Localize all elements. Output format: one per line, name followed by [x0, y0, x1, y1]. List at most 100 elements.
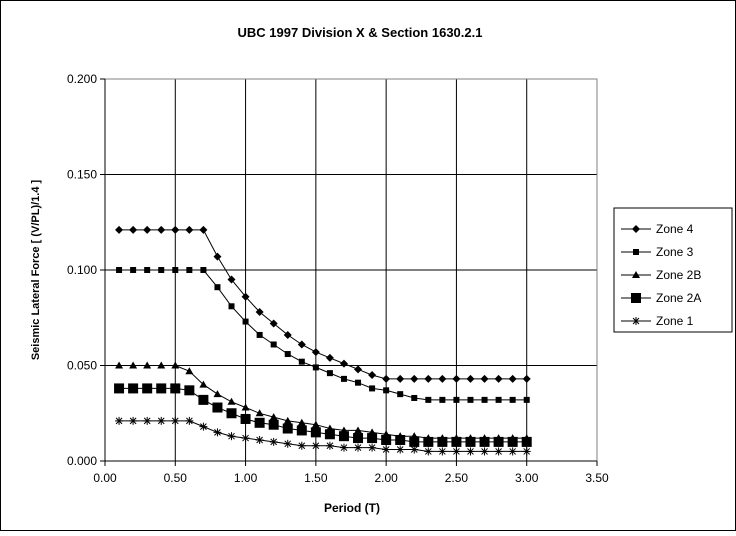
y-tick-label: 0.150 — [67, 168, 97, 182]
data-point-zone-1 — [522, 447, 531, 456]
data-point-zone-2a — [156, 383, 167, 394]
data-point-zone-3 — [369, 385, 376, 392]
data-point-zone-1 — [354, 443, 363, 452]
x-tick-label: 3.00 — [515, 471, 539, 485]
chart-title: UBC 1997 Division X & Section 1630.2.1 — [238, 25, 483, 40]
axis-layer: 0.00 0.50 1.00 1.50 2.00 2.50 3.00 3.50 0.000 0.0… — [67, 72, 609, 485]
data-point-zone-4 — [185, 225, 194, 234]
data-point-zone-1 — [311, 441, 320, 450]
data-point-zone-3 — [495, 396, 502, 403]
data-point-zone-2a — [254, 417, 265, 428]
data-point-zone-1 — [508, 447, 517, 456]
legend-entry-zone-3: Zone 3 — [621, 245, 694, 259]
data-point-zone-3 — [116, 267, 123, 273]
data-point-zone-3 — [298, 358, 305, 365]
data-point-zone-2a — [212, 402, 223, 413]
data-point-zone-2b — [199, 380, 208, 388]
y-tick-label: 0.050 — [67, 359, 97, 373]
data-point-zone-1 — [325, 441, 334, 450]
data-point-zone-4 — [410, 374, 419, 383]
data-point-zone-1 — [283, 439, 292, 448]
data-point-zone-3 — [383, 387, 390, 394]
data-point-zone-2b — [311, 420, 320, 428]
data-point-zone-2a — [367, 433, 378, 444]
data-point-zone-3 — [481, 396, 488, 403]
data-point-zone-2b — [255, 409, 264, 417]
data-point-zone-2b — [283, 416, 292, 424]
data-point-zone-3 — [284, 351, 291, 358]
data-point-zone-2b — [241, 403, 250, 411]
data-point-zone-2a — [240, 413, 251, 424]
data-point-zone-3 — [172, 267, 179, 273]
legend-entry-zone-2b: Zone 2B — [621, 268, 701, 282]
data-point-zone-2a — [507, 436, 518, 447]
data-point-zone-1 — [452, 447, 461, 456]
x-tick-label: 2.00 — [374, 471, 398, 485]
data-point-zone-2a — [493, 436, 504, 447]
data-point-zone-4 — [157, 225, 166, 234]
data-point-zone-4 — [368, 371, 377, 380]
legend-label-zone-1: Zone 1 — [656, 314, 694, 328]
data-point-zone-4 — [438, 374, 447, 383]
data-point-zone-2b — [115, 361, 124, 369]
data-point-zone-1 — [466, 447, 475, 456]
data-point-zone-2b — [171, 361, 180, 369]
data-point-zone-2a — [395, 434, 406, 445]
data-point-zone-3 — [214, 284, 221, 291]
data-point-zone-4 — [129, 225, 138, 234]
y-tick-label: 0.100 — [67, 263, 97, 277]
x-axis-label: Period (T) — [324, 501, 380, 515]
series-layer — [114, 225, 532, 456]
data-point-zone-1 — [241, 434, 250, 443]
data-point-zone-4 — [241, 292, 250, 301]
data-point-zone-1 — [438, 447, 447, 456]
data-point-zone-4 — [115, 225, 124, 234]
legend-marker-zone-1 — [632, 317, 640, 325]
data-point-zone-1 — [494, 447, 503, 456]
legend-marker-zone-3 — [633, 249, 639, 255]
data-point-zone-2a — [170, 383, 181, 394]
data-point-zone-3 — [411, 394, 418, 401]
data-point-zone-2a — [296, 425, 307, 436]
legend-label-zone-3: Zone 3 — [656, 245, 694, 259]
data-point-zone-2a — [310, 427, 321, 438]
data-point-zone-3 — [523, 396, 530, 403]
data-point-zone-4 — [255, 308, 264, 317]
legend-label-zone-2b: Zone 2B — [656, 268, 701, 282]
legend-entry-zone-1: Zone 1 — [621, 314, 694, 328]
data-point-zone-2b — [269, 413, 278, 421]
data-point-zone-2b — [354, 426, 363, 434]
data-point-zone-4 — [143, 225, 152, 234]
data-point-zone-2b — [143, 361, 152, 369]
data-point-zone-1 — [396, 445, 405, 454]
data-point-zone-2a — [184, 385, 195, 396]
data-point-zone-2a — [198, 394, 209, 405]
data-point-zone-3 — [242, 318, 249, 325]
legend-label-zone-2a: Zone 2A — [656, 291, 701, 305]
data-point-zone-3 — [312, 364, 319, 371]
data-point-zone-2b — [213, 390, 222, 398]
data-point-zone-1 — [227, 432, 236, 441]
data-point-zone-2b — [227, 397, 236, 405]
data-point-zone-3 — [130, 267, 137, 273]
data-point-zone-1 — [255, 435, 264, 444]
data-point-zone-2a — [437, 436, 448, 447]
x-tick-label: 1.00 — [234, 471, 258, 485]
data-point-zone-2a — [282, 423, 293, 434]
data-point-zone-2a — [338, 431, 349, 442]
data-point-zone-1 — [297, 441, 306, 450]
series-zone-2a — [114, 383, 532, 447]
data-point-zone-3 — [200, 267, 207, 273]
legend-marker-zone-2b — [632, 271, 640, 278]
data-point-zone-4 — [452, 374, 461, 383]
data-point-zone-4 — [171, 225, 180, 234]
data-point-zone-3 — [453, 396, 460, 403]
data-point-zone-4 — [480, 374, 489, 383]
series-zone-4 — [115, 225, 531, 383]
data-point-zone-4 — [269, 319, 278, 328]
data-point-zone-3 — [256, 331, 263, 338]
data-point-zone-3 — [439, 396, 446, 403]
data-point-zone-4 — [339, 359, 348, 368]
data-point-zone-4 — [227, 275, 236, 284]
